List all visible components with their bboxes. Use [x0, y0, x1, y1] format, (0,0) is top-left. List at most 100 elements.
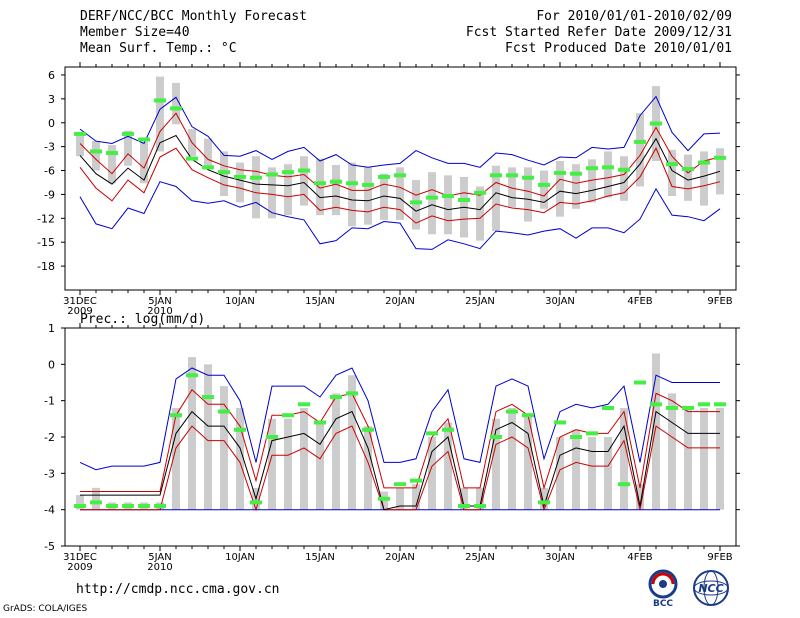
prec-median-marker — [266, 435, 278, 439]
temp-xtick-label: 4FEB — [627, 296, 652, 307]
temp-median-marker — [698, 160, 710, 165]
prec-ensemble-box — [316, 422, 324, 510]
temp-median-marker — [170, 106, 182, 111]
prec-panel-title: Prec.: log(mm/d) — [80, 312, 205, 327]
prec-median-marker — [298, 402, 310, 407]
prec-ensemble-box — [172, 407, 180, 510]
prec-ensemble-box — [412, 484, 420, 510]
prec-ensemble-box — [668, 393, 676, 510]
temp-upper-percentile-line — [79, 112, 721, 197]
prec-ensemble-box — [92, 487, 100, 510]
temp-ensemble-box — [348, 162, 356, 227]
temp-median-marker — [394, 173, 406, 178]
bcc-logo-text: BCC — [653, 599, 673, 608]
fcst-started-date: Fcst Started Refer Date 2009/12/31 — [465, 25, 732, 40]
prec-median-marker — [74, 504, 86, 509]
prec-median-marker — [458, 504, 470, 509]
ncc-logo-icon: NCC — [693, 570, 729, 606]
prec-median-marker — [106, 504, 118, 509]
temp-ensemble-box — [620, 156, 628, 201]
temp-median-marker — [90, 149, 102, 154]
temp-ensemble-box — [76, 132, 84, 157]
temp-ensemble-box — [668, 149, 676, 197]
prec-ensemble-box — [268, 418, 276, 510]
temp-median-marker — [650, 121, 662, 126]
prec-median-marker — [362, 427, 374, 432]
prec-ensemble-box — [300, 407, 308, 510]
prec-ensemble-box — [188, 357, 196, 510]
prec-median-marker — [682, 405, 694, 410]
prec-median-marker — [346, 391, 358, 396]
temp-ensemble-box — [236, 162, 244, 203]
prec-ensemble-box — [588, 437, 596, 510]
prec-median-marker — [538, 500, 550, 505]
prec-median-marker — [138, 504, 150, 509]
temp-median-marker — [330, 179, 342, 184]
temp-ensemble-box — [316, 158, 324, 216]
prec-ensemble-box — [236, 407, 244, 510]
prec-ytick-label: 1 — [48, 322, 55, 335]
temp-median-marker — [506, 173, 518, 178]
temp-median-marker — [298, 168, 310, 173]
source-url[interactable]: http://cmdp.ncc.cma.gov.cn — [76, 582, 280, 597]
temp-median-marker — [266, 172, 278, 177]
prec-median-marker — [282, 413, 294, 418]
temp-median-marker — [362, 182, 374, 187]
prec-median-marker — [442, 427, 454, 432]
prec-median-marker — [618, 482, 630, 487]
prec-lower-percentile-line — [80, 425, 720, 512]
prec-median-marker — [570, 435, 582, 439]
temp-median-marker — [138, 137, 150, 142]
temp-ytick-label: -18 — [37, 260, 55, 273]
temp-median-marker — [186, 156, 198, 161]
temp-ensemble-box — [380, 173, 388, 220]
temp-median-marker — [282, 170, 294, 175]
temp-xtick-label: 20JAN — [385, 296, 415, 307]
prec-median-marker — [650, 402, 662, 407]
temp-median-marker — [154, 98, 166, 103]
temp-ensemble-box — [556, 160, 564, 217]
prec-ensemble-box — [204, 364, 212, 510]
temp-median-marker — [682, 166, 694, 171]
prec-xtick-label: 15JAN — [305, 552, 335, 563]
temp-median-marker — [442, 194, 454, 199]
temp-median-marker — [490, 173, 502, 178]
prec-ensemble-box — [444, 422, 452, 510]
header-left: DERF/NCC/BCC Monthly Forecast Member Siz… — [80, 9, 307, 57]
temp-xtick-year: 2009 — [67, 306, 92, 317]
prec-upper-percentile-line — [80, 389, 720, 492]
prec-xtick-label: 31DEC — [63, 552, 97, 563]
temp-median-marker — [458, 198, 470, 203]
prec-ensemble-box — [396, 487, 404, 510]
temp-ytick-label: -6 — [44, 165, 55, 178]
temp-xtick-label: 15JAN — [305, 296, 335, 307]
temp-ensemble-box — [492, 165, 500, 232]
temp-median-marker — [218, 170, 230, 175]
prec-ensemble-mean-line — [80, 410, 720, 511]
prec-median-marker — [314, 420, 326, 425]
prec-median-marker — [330, 395, 342, 400]
temp-ytick-label: -3 — [44, 141, 55, 154]
prec-xtick-label: 20JAN — [385, 552, 415, 563]
temp-median-marker — [602, 165, 614, 170]
prec-xtick-label: 25JAN — [465, 552, 495, 563]
prec-xtick-label: 9FEB — [707, 552, 732, 563]
prec-ensemble-box — [220, 386, 228, 510]
temp-median-marker — [474, 190, 486, 195]
temp-median-marker — [538, 182, 550, 187]
prec-ensemble-box — [428, 437, 436, 510]
prec-max-line — [79, 367, 720, 471]
prec-ensemble-box — [604, 437, 612, 510]
temp-ensemble-box — [364, 167, 372, 225]
prec-median-marker — [714, 402, 726, 407]
ncc-logo-text: NCC — [698, 582, 723, 595]
forecast-range: For 2010/01/01-2010/02/09 — [536, 9, 732, 24]
prec-ytick-label: -1 — [44, 395, 55, 408]
temp-ensemble-box — [268, 167, 276, 219]
temp-median-marker — [250, 175, 262, 180]
temp-median-marker — [314, 181, 326, 186]
temp-ensemble-box — [700, 151, 708, 206]
prec-xtick-year: 2010 — [147, 562, 172, 573]
temp-ensemble-box — [124, 130, 132, 166]
